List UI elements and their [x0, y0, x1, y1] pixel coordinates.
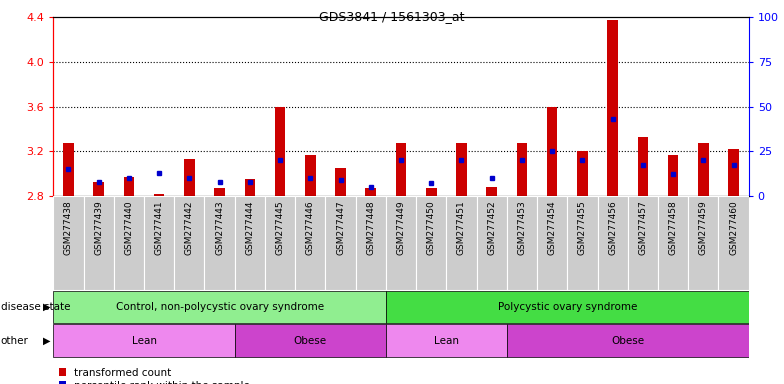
Text: ▶: ▶ — [43, 302, 51, 312]
Bar — [446, 196, 477, 290]
Text: Polycystic ovary syndrome: Polycystic ovary syndrome — [498, 302, 637, 312]
Text: GSM277460: GSM277460 — [729, 200, 738, 255]
Bar — [517, 143, 528, 196]
Text: GSM277443: GSM277443 — [215, 200, 224, 255]
Bar — [718, 196, 749, 290]
Bar — [53, 324, 234, 357]
Bar — [396, 143, 406, 196]
Bar — [84, 196, 114, 290]
Text: GSM277453: GSM277453 — [517, 200, 527, 255]
Text: GSM277456: GSM277456 — [608, 200, 617, 255]
Text: GSM277440: GSM277440 — [125, 200, 133, 255]
Bar — [568, 196, 597, 290]
Bar — [365, 188, 376, 196]
Bar — [205, 196, 234, 290]
Bar — [274, 107, 285, 196]
Bar — [296, 196, 325, 290]
Bar — [628, 196, 658, 290]
Bar — [486, 187, 497, 196]
Bar — [144, 196, 174, 290]
Bar — [577, 151, 588, 196]
Bar — [64, 143, 74, 196]
Bar — [608, 20, 618, 196]
Bar — [728, 149, 739, 196]
Text: GSM277455: GSM277455 — [578, 200, 587, 255]
Bar — [386, 196, 416, 290]
Bar — [637, 137, 648, 196]
Text: GSM277442: GSM277442 — [185, 200, 194, 255]
Text: other: other — [1, 336, 29, 346]
Bar — [265, 196, 296, 290]
Bar — [698, 143, 709, 196]
Bar — [477, 196, 506, 290]
Text: GSM277459: GSM277459 — [699, 200, 708, 255]
Text: Lean: Lean — [132, 336, 157, 346]
Text: GSM277446: GSM277446 — [306, 200, 315, 255]
Bar — [416, 196, 446, 290]
Text: GSM277444: GSM277444 — [245, 200, 254, 255]
Bar — [93, 182, 104, 196]
Bar — [356, 196, 386, 290]
Bar — [325, 196, 356, 290]
Text: GSM277457: GSM277457 — [638, 200, 648, 255]
Bar — [305, 154, 316, 196]
Bar — [214, 188, 225, 196]
Text: GSM277447: GSM277447 — [336, 200, 345, 255]
Text: GSM277454: GSM277454 — [548, 200, 557, 255]
Bar — [53, 291, 386, 323]
Text: GSM277439: GSM277439 — [94, 200, 103, 255]
Bar — [234, 196, 265, 290]
Bar — [53, 196, 84, 290]
Text: Obese: Obese — [612, 336, 644, 346]
Bar — [114, 196, 144, 290]
Bar — [184, 159, 194, 196]
Text: Control, non-polycystic ovary syndrome: Control, non-polycystic ovary syndrome — [115, 302, 324, 312]
Bar — [245, 179, 255, 196]
Bar — [124, 177, 134, 196]
Bar — [688, 196, 718, 290]
Bar — [154, 194, 165, 196]
Bar — [547, 107, 557, 196]
Bar — [386, 324, 506, 357]
Bar — [668, 154, 678, 196]
Text: GSM277452: GSM277452 — [487, 200, 496, 255]
Text: GDS3841 / 1561303_at: GDS3841 / 1561303_at — [319, 10, 465, 23]
Bar — [506, 324, 749, 357]
Text: ▶: ▶ — [43, 336, 51, 346]
Text: disease state: disease state — [1, 302, 71, 312]
Text: GSM277450: GSM277450 — [426, 200, 436, 255]
Legend: transformed count, percentile rank within the sample: transformed count, percentile rank withi… — [59, 367, 250, 384]
Bar — [456, 143, 466, 196]
Bar — [386, 291, 749, 323]
Text: GSM277441: GSM277441 — [154, 200, 164, 255]
Text: GSM277458: GSM277458 — [669, 200, 677, 255]
Bar — [506, 196, 537, 290]
Bar — [658, 196, 688, 290]
Text: Lean: Lean — [434, 336, 459, 346]
Text: GSM277448: GSM277448 — [366, 200, 376, 255]
Text: Obese: Obese — [294, 336, 327, 346]
Text: GSM277451: GSM277451 — [457, 200, 466, 255]
Bar — [537, 196, 568, 290]
Text: GSM277445: GSM277445 — [275, 200, 285, 255]
Bar — [234, 324, 386, 357]
Bar — [597, 196, 628, 290]
Text: GSM277449: GSM277449 — [397, 200, 405, 255]
Text: GSM277438: GSM277438 — [64, 200, 73, 255]
Bar — [426, 188, 437, 196]
Bar — [174, 196, 205, 290]
Bar — [336, 168, 346, 196]
